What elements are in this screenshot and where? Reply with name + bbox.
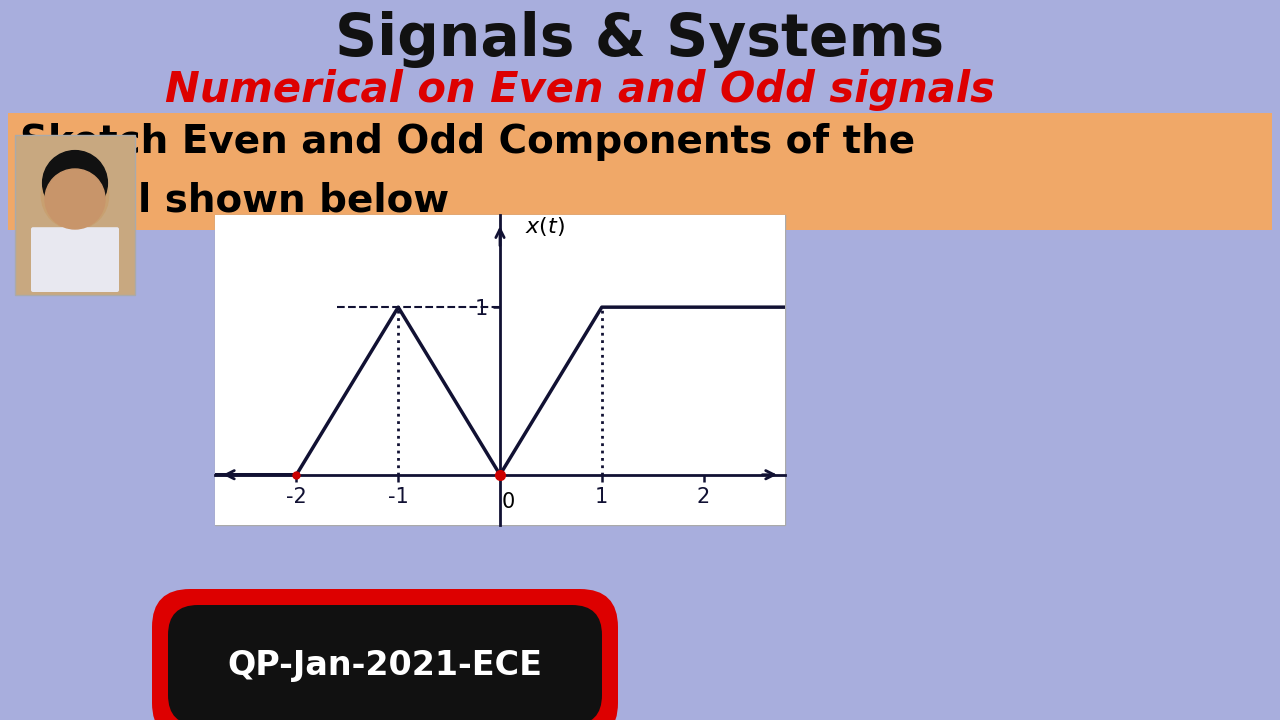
FancyBboxPatch shape [15, 135, 134, 295]
Text: QP-Jan-2021-ECE: QP-Jan-2021-ECE [228, 649, 543, 682]
Text: Signals & Systems: Signals & Systems [335, 12, 945, 68]
FancyBboxPatch shape [31, 228, 119, 292]
Text: Numerical on Even and Odd signals: Numerical on Even and Odd signals [165, 69, 995, 111]
Circle shape [45, 169, 105, 229]
FancyBboxPatch shape [168, 605, 602, 720]
Text: 0: 0 [502, 492, 515, 511]
FancyBboxPatch shape [152, 589, 618, 720]
Text: $x(t)$: $x(t)$ [526, 215, 566, 238]
Circle shape [42, 150, 108, 215]
Text: signal shown below: signal shown below [20, 182, 449, 220]
FancyBboxPatch shape [215, 215, 785, 525]
FancyBboxPatch shape [8, 113, 1272, 230]
Circle shape [41, 162, 109, 230]
Text: Sketch Even and Odd Components of the: Sketch Even and Odd Components of the [20, 123, 915, 161]
